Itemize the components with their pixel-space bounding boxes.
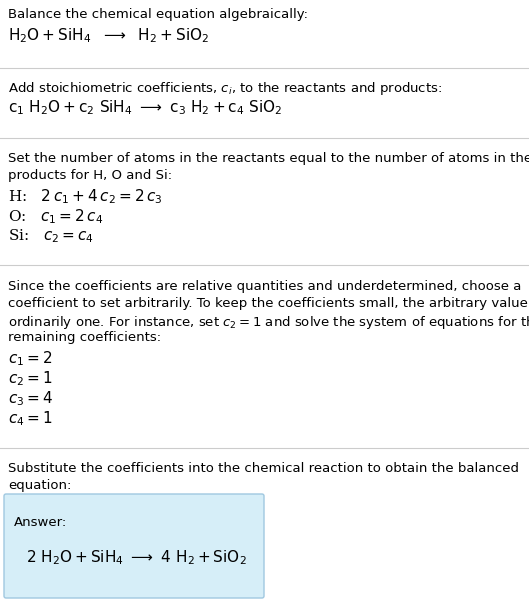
Text: Add stoichiometric coefficients, $c_i$, to the reactants and products:: Add stoichiometric coefficients, $c_i$, … xyxy=(8,80,442,97)
Text: $\mathrm{H_2O + SiH_4 \ \ \longrightarrow \ \ H_2 + SiO_2}$: $\mathrm{H_2O + SiH_4 \ \ \longrightarro… xyxy=(8,26,209,45)
Text: $\mathrm{2\ H_2O + SiH_4 \ \longrightarrow \ 4\ H_2 + SiO_2}$: $\mathrm{2\ H_2O + SiH_4 \ \longrightarr… xyxy=(26,548,247,567)
Text: Set the number of atoms in the reactants equal to the number of atoms in the: Set the number of atoms in the reactants… xyxy=(8,152,529,165)
Text: Substitute the coefficients into the chemical reaction to obtain the balanced: Substitute the coefficients into the che… xyxy=(8,462,519,475)
Text: Answer:: Answer: xyxy=(14,516,67,529)
Text: $c_1 = 2$: $c_1 = 2$ xyxy=(8,349,52,368)
Text: Si:   $c_2 = c_4$: Si: $c_2 = c_4$ xyxy=(8,227,94,245)
Text: $c_2 = 1$: $c_2 = 1$ xyxy=(8,369,52,388)
Text: Since the coefficients are relative quantities and underdetermined, choose a: Since the coefficients are relative quan… xyxy=(8,280,522,293)
Text: coefficient to set arbitrarily. To keep the coefficients small, the arbitrary va: coefficient to set arbitrarily. To keep … xyxy=(8,297,529,310)
Text: $\mathrm{c_1\ H_2O + c_2\ SiH_4 \ \longrightarrow \ c_3\ H_2 + c_4\ SiO_2}$: $\mathrm{c_1\ H_2O + c_2\ SiH_4 \ \longr… xyxy=(8,98,282,117)
Text: products for H, O and Si:: products for H, O and Si: xyxy=(8,169,172,182)
Text: remaining coefficients:: remaining coefficients: xyxy=(8,331,161,344)
Text: $c_4 = 1$: $c_4 = 1$ xyxy=(8,409,52,428)
Text: Balance the chemical equation algebraically:: Balance the chemical equation algebraica… xyxy=(8,8,308,21)
FancyBboxPatch shape xyxy=(4,494,264,598)
Text: O:   $c_1 = 2\,c_4$: O: $c_1 = 2\,c_4$ xyxy=(8,207,103,226)
Text: ordinarily one. For instance, set $c_2 = 1$ and solve the system of equations fo: ordinarily one. For instance, set $c_2 =… xyxy=(8,314,529,331)
Text: H:   $2\,c_1 + 4\,c_2 = 2\,c_3$: H: $2\,c_1 + 4\,c_2 = 2\,c_3$ xyxy=(8,187,162,206)
Text: equation:: equation: xyxy=(8,479,71,492)
Text: $c_3 = 4$: $c_3 = 4$ xyxy=(8,389,53,408)
